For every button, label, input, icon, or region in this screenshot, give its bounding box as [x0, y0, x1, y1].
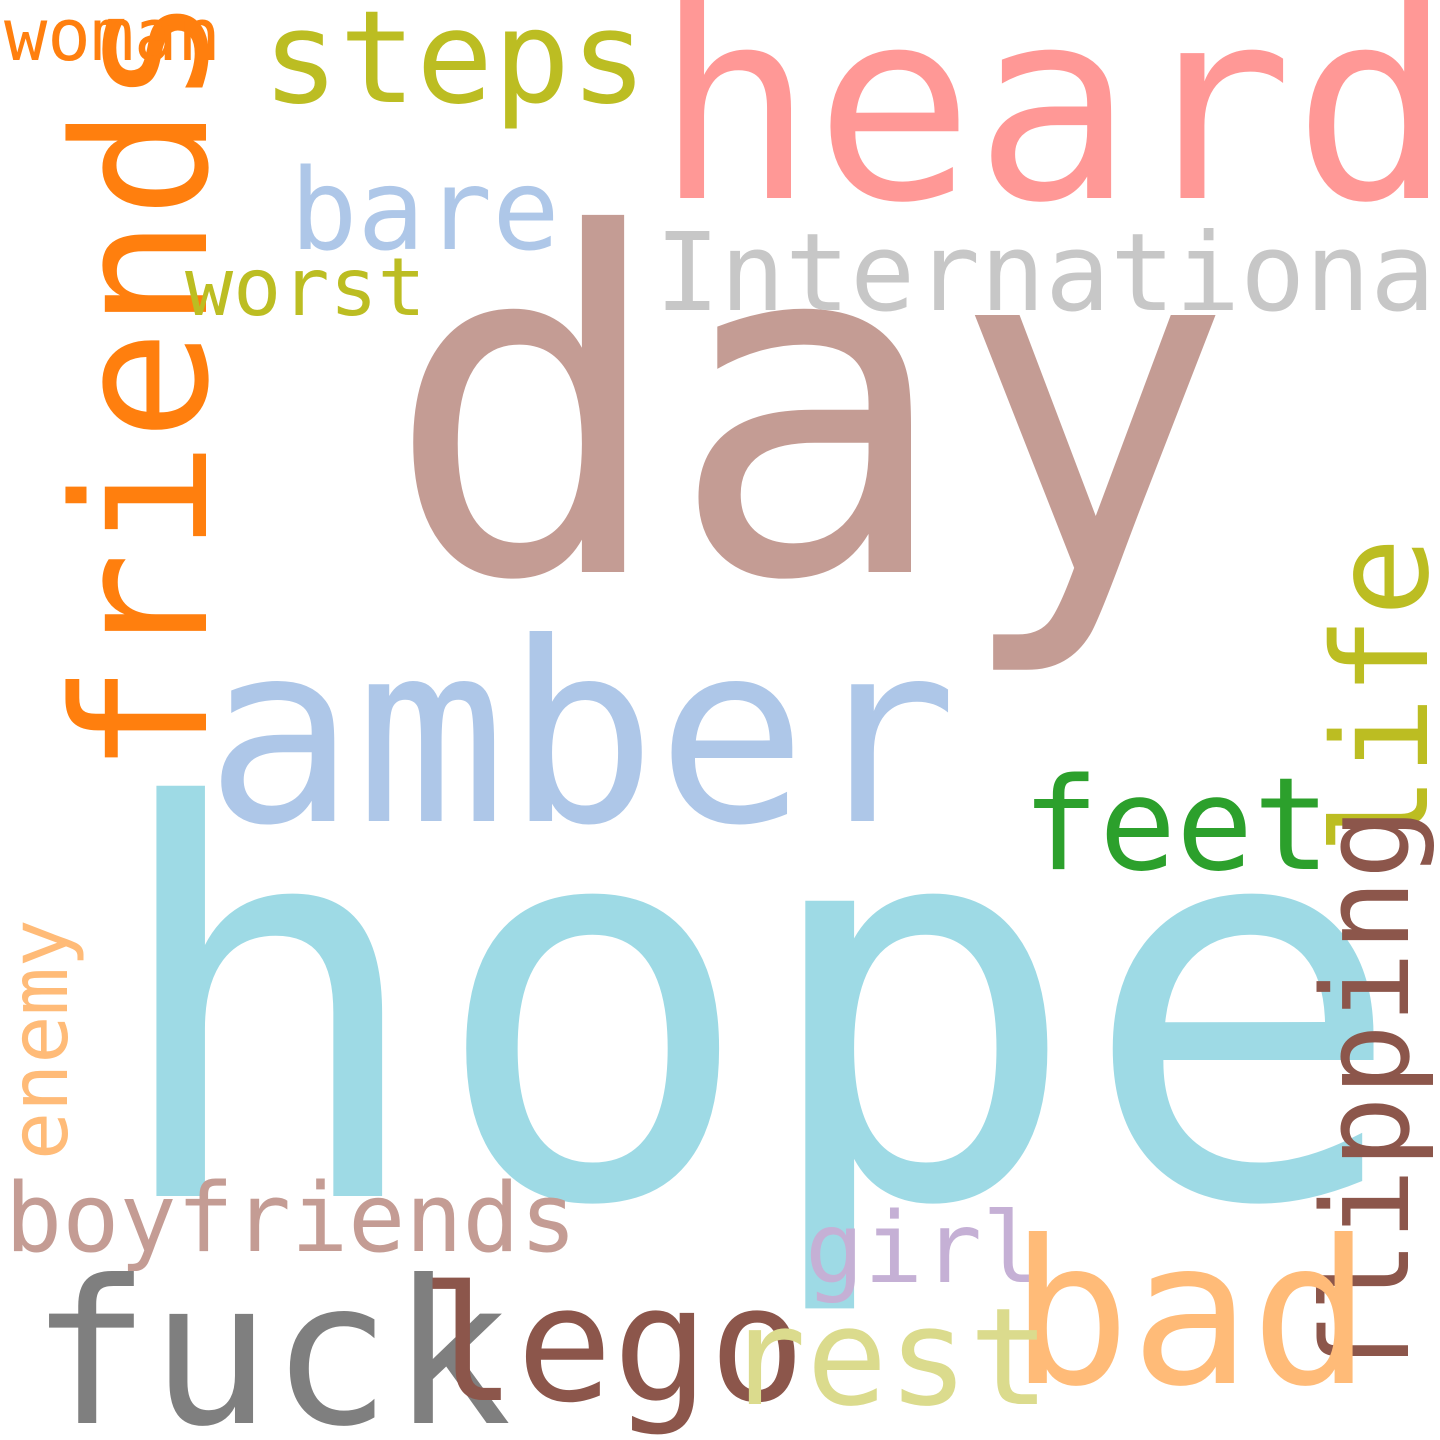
word-friends: friends — [34, 0, 250, 775]
word-day: day — [385, 136, 1234, 683]
word-enemy: enemy — [0, 919, 86, 1160]
word-amber: amber — [205, 589, 958, 880]
word-lego: lego — [420, 1251, 806, 1438]
word-heard: heard — [655, 0, 1440, 261]
word-fuck: fuck — [30, 1238, 512, 1440]
word-boyfriends: boyfriends — [5, 1164, 577, 1274]
word-bare: bare — [290, 146, 560, 276]
word-worst: worst — [185, 241, 426, 334]
word-bad: bad — [1010, 1198, 1372, 1431]
word-girl: girl — [805, 1192, 1042, 1306]
word-hope: hope — [105, 696, 1406, 1324]
word-steps: steps — [262, 0, 648, 133]
word-rest: rest — [725, 1279, 1051, 1436]
word-woman: woman — [4, 0, 221, 77]
word-feet: feet — [1022, 751, 1331, 900]
word-international: International — [655, 211, 1440, 336]
